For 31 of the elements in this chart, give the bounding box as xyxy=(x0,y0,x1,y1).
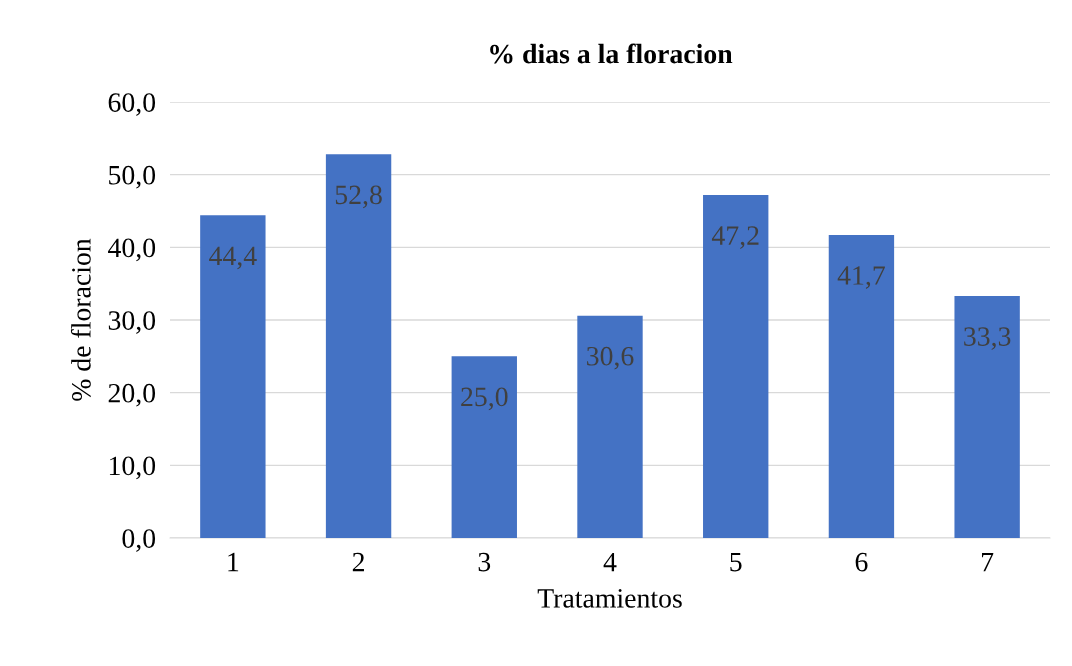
chart-title: % dias a la floracion xyxy=(490,43,733,64)
bar xyxy=(200,215,266,538)
data-label: 47,2 xyxy=(711,226,759,249)
data-label: 25,0 xyxy=(461,387,508,411)
y-tick-label: 30,0 xyxy=(108,311,156,334)
bar xyxy=(828,234,895,538)
x-tick-label: 5 xyxy=(730,552,742,572)
y-tick-label: 20,0 xyxy=(108,383,156,407)
y-axis-title: % de floracion xyxy=(70,238,91,401)
data-label: 33,3 xyxy=(964,327,1011,350)
x-tick-label: 4 xyxy=(603,552,617,572)
x-tick-label: 2 xyxy=(352,552,364,572)
bar xyxy=(703,195,769,538)
bar xyxy=(451,356,517,538)
y-tick-label: 60,0 xyxy=(108,93,156,116)
x-tick-label: 1 xyxy=(228,552,239,572)
y-tick-label: 50,0 xyxy=(109,165,156,189)
data-label: 41,7 xyxy=(837,266,885,289)
y-tick-label: 10,0 xyxy=(109,456,156,480)
y-tick-label: 40,0 xyxy=(108,238,156,262)
data-label: 30,6 xyxy=(587,346,634,370)
x-axis-title: Tratamientos xyxy=(537,589,682,608)
x-tick-label: 7 xyxy=(982,552,994,572)
bar xyxy=(954,296,1020,538)
bar xyxy=(325,154,392,538)
x-tick-label: 3 xyxy=(478,552,491,572)
y-tick-label: 0,0 xyxy=(122,529,156,552)
bar xyxy=(577,315,643,538)
x-tick-label: 6 xyxy=(855,552,868,572)
data-label: 52,8 xyxy=(335,185,382,209)
data-label: 44,4 xyxy=(209,246,257,270)
